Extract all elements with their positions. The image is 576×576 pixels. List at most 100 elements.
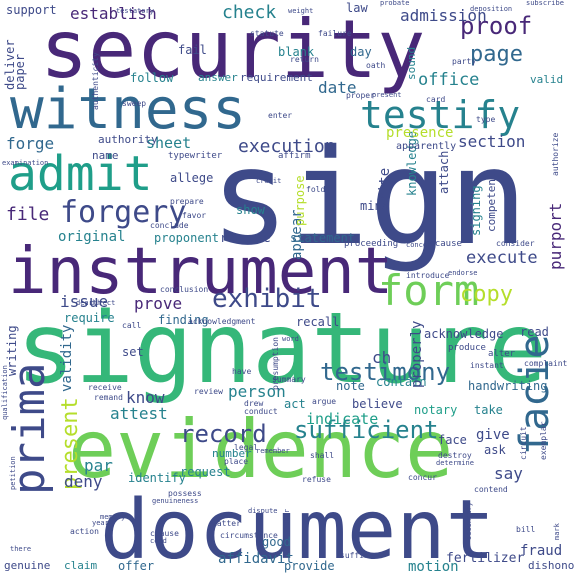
word: apparently [396, 141, 457, 152]
word: proper [346, 91, 375, 100]
word: statute [250, 29, 284, 38]
word: valid [530, 73, 564, 86]
word: indicate [306, 410, 379, 428]
word: take [474, 403, 503, 417]
word: name [92, 149, 119, 162]
word: offer [118, 559, 155, 573]
word: office [418, 70, 480, 90]
word: blank [278, 45, 315, 59]
word: follow [130, 71, 174, 85]
word: believe [352, 397, 403, 411]
word: dearth [76, 299, 102, 307]
word: reverse [220, 231, 271, 245]
word: consider [496, 239, 535, 248]
word: place [224, 457, 249, 466]
word: read [520, 325, 549, 339]
word: request [180, 465, 231, 479]
word: matter [212, 519, 241, 528]
word: instrument [8, 235, 394, 309]
word: claim [64, 559, 98, 572]
word: there [10, 545, 32, 553]
word: face [438, 433, 467, 447]
word: show [236, 203, 265, 217]
word: requirement [240, 71, 313, 84]
word: alter [488, 349, 516, 359]
word: bill [516, 525, 536, 534]
word: legal [234, 443, 259, 452]
word: action [70, 527, 99, 536]
word: present [372, 91, 402, 99]
word: conclusion [160, 285, 209, 294]
word: security [40, 3, 426, 96]
word: day [350, 45, 372, 59]
word: mind [360, 199, 389, 213]
word: deny [64, 472, 103, 491]
word: date [318, 78, 357, 97]
word: mark [553, 523, 561, 540]
word: complaint [524, 359, 568, 368]
word: signature [16, 292, 548, 406]
word: ch [372, 348, 392, 367]
word: file [6, 204, 50, 225]
word: authority [98, 133, 158, 146]
word: good [262, 535, 291, 549]
word: fertilizer [446, 551, 525, 566]
word: remand [94, 393, 123, 402]
word: recall [296, 315, 340, 329]
word: oath [366, 61, 386, 70]
word: enter [268, 111, 293, 120]
word: sweep [122, 99, 147, 108]
word: refuse [302, 475, 331, 484]
word: signing [469, 185, 483, 236]
word: sufficient [294, 416, 439, 444]
word: instant [470, 361, 504, 370]
word: deposition [470, 5, 513, 13]
word: acknowledge [424, 327, 504, 341]
word: proof [460, 12, 533, 40]
word: drew [244, 399, 264, 408]
word: failure [318, 29, 352, 38]
word: possess [168, 489, 202, 498]
word: attest [110, 404, 168, 423]
word: competent [485, 172, 498, 232]
word: fraud [520, 543, 563, 559]
word: statement [290, 231, 356, 245]
word: argue [312, 397, 337, 406]
word: identify [128, 471, 186, 485]
word: presence [386, 125, 454, 141]
word: receive [88, 383, 122, 392]
word: forge [6, 134, 55, 153]
word: sound [405, 46, 418, 80]
word: admit [8, 146, 153, 202]
word: forgery [60, 195, 187, 230]
word: produce [448, 343, 486, 353]
word: card [426, 95, 446, 104]
word: sheet [146, 134, 192, 152]
word: motion [408, 559, 459, 575]
word: affidavit [218, 551, 294, 567]
word: answer [198, 71, 238, 84]
word: witness [10, 77, 247, 142]
word: person [228, 382, 286, 401]
word: properly [409, 320, 425, 388]
word: handwriting [468, 379, 548, 393]
word: form [378, 266, 480, 315]
word: purport [546, 202, 565, 270]
word: call [122, 321, 142, 330]
word: shall [310, 451, 335, 460]
word: word [282, 335, 299, 343]
word: original [58, 229, 126, 245]
word: exhibit [212, 284, 322, 314]
word: conclude [150, 221, 189, 230]
word: favor [182, 211, 207, 220]
word: have [232, 367, 252, 376]
word: require [64, 311, 115, 325]
word: know [126, 388, 165, 407]
word: document [100, 483, 495, 576]
word: give [476, 427, 510, 443]
word: destroy [438, 451, 472, 460]
word: conduct [244, 407, 278, 416]
word: examination [2, 159, 49, 167]
word: genuine [4, 559, 51, 572]
